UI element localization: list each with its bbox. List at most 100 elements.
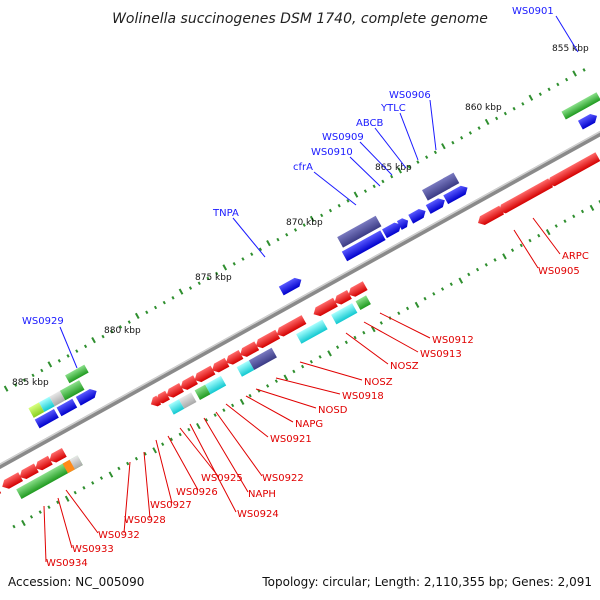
cds-reverse bbox=[478, 205, 505, 225]
cds-reverse bbox=[226, 350, 244, 365]
minor-tick bbox=[432, 292, 436, 296]
minor-tick bbox=[477, 126, 481, 130]
minor-tick bbox=[538, 92, 542, 96]
reverse-leaders bbox=[43, 217, 561, 563]
minor-tick bbox=[460, 136, 464, 140]
backbone-group bbox=[0, 113, 600, 487]
gene-label: cfrA bbox=[293, 162, 313, 173]
cds-reverse bbox=[166, 383, 184, 398]
cds-reverse bbox=[205, 375, 227, 395]
gene-label: WS0928 bbox=[124, 515, 166, 526]
cds-reverse bbox=[313, 297, 338, 317]
minor-tick bbox=[309, 359, 313, 364]
cds-forward bbox=[65, 364, 89, 384]
minor-tick bbox=[512, 106, 516, 111]
minor-tick bbox=[572, 214, 576, 219]
cds-forward bbox=[408, 209, 426, 224]
gene-label: WS0906 bbox=[389, 90, 431, 101]
cds-forward bbox=[28, 402, 45, 418]
minor-tick bbox=[127, 320, 131, 324]
kbp-labels: 855 kbp 860 kbp 865 kbp 870 kbp 875 kbp … bbox=[12, 44, 589, 388]
forward-gene-labels: WS0901 WS0906 YTLC ABCB WS0909 WS0910 cf… bbox=[22, 6, 554, 327]
cds-reverse bbox=[499, 178, 554, 214]
major-tick bbox=[47, 361, 53, 368]
major-tick bbox=[222, 264, 228, 271]
cds-reverse bbox=[150, 395, 162, 407]
cds-forward bbox=[442, 172, 460, 189]
major-tick bbox=[91, 337, 96, 344]
minor-tick bbox=[82, 485, 86, 490]
gene-label: WS0909 bbox=[322, 132, 364, 143]
minor-tick bbox=[528, 238, 532, 243]
cds-reverse bbox=[194, 384, 211, 401]
minor-tick bbox=[493, 258, 497, 262]
minor-tick bbox=[363, 189, 368, 193]
minor-tick bbox=[13, 383, 18, 387]
minor-tick bbox=[171, 295, 175, 300]
minor-tick bbox=[510, 248, 515, 253]
minor-tick bbox=[213, 413, 217, 417]
cds-forward bbox=[422, 177, 451, 201]
minor-tick bbox=[276, 237, 280, 242]
gene-label: WS0922 bbox=[262, 473, 304, 484]
gene-label: WS0925 bbox=[201, 473, 243, 484]
gene-label: WS0924 bbox=[237, 509, 279, 520]
gene-label: NOSD bbox=[318, 405, 348, 416]
gene-label: NAPG bbox=[295, 419, 323, 430]
gene-label: NOSZ bbox=[364, 377, 393, 388]
kbp-label: 865 kbp bbox=[375, 163, 412, 173]
minor-tick bbox=[232, 262, 236, 266]
minor-tick bbox=[416, 160, 420, 164]
cds-reverse bbox=[62, 459, 75, 474]
gene-label: WS0905 bbox=[538, 266, 580, 277]
major-tick bbox=[370, 326, 376, 333]
genome-backbone bbox=[0, 113, 600, 487]
minor-tick bbox=[320, 213, 324, 218]
gene-label: YTLC bbox=[380, 103, 406, 114]
minor-tick bbox=[206, 276, 210, 281]
cds-forward bbox=[34, 408, 59, 429]
minor-tick bbox=[29, 515, 34, 519]
minor-tick bbox=[38, 510, 42, 514]
forward-leaders bbox=[59, 15, 579, 369]
minor-tick bbox=[66, 354, 70, 358]
major-tick bbox=[178, 288, 184, 295]
major-tick bbox=[309, 215, 315, 223]
minor-tick bbox=[440, 287, 445, 291]
minor-tick bbox=[56, 500, 60, 505]
cds-forward bbox=[341, 230, 386, 262]
topology-text: Topology: circular; Length: 2,110,355 bp… bbox=[261, 575, 592, 589]
cds-forward bbox=[425, 198, 445, 214]
cds-reverse bbox=[276, 315, 307, 337]
minor-tick bbox=[547, 87, 551, 92]
kbp-label: 880 kbp bbox=[104, 326, 141, 336]
cds-forward bbox=[382, 222, 402, 239]
reverse-gene-labels: ARPC WS0905 WS0912 WS0913 NOSZ NOSZ WS09… bbox=[46, 251, 589, 569]
minor-tick bbox=[582, 68, 586, 72]
minor-tick bbox=[99, 476, 104, 480]
cds-reverse bbox=[19, 463, 39, 480]
minor-tick bbox=[258, 247, 263, 252]
major-tick bbox=[64, 495, 70, 502]
cds-reverse bbox=[156, 390, 170, 404]
minor-tick bbox=[495, 116, 499, 121]
minor-tick bbox=[563, 219, 567, 223]
minor-tick bbox=[346, 199, 350, 203]
cds-reverse bbox=[212, 357, 230, 373]
gene-label: NAPH bbox=[248, 489, 276, 500]
minor-tick bbox=[467, 272, 471, 277]
minor-tick bbox=[248, 393, 252, 398]
minor-tick bbox=[381, 179, 385, 184]
cds-forward bbox=[396, 218, 409, 230]
major-tick bbox=[528, 94, 534, 101]
major-tick bbox=[134, 312, 140, 319]
cds-reverse bbox=[331, 303, 358, 325]
major-tick bbox=[397, 167, 403, 174]
kbp-label: 885 kbp bbox=[12, 378, 49, 388]
cds-forward bbox=[59, 380, 85, 401]
minor-tick bbox=[556, 82, 560, 87]
minor-tick bbox=[407, 165, 411, 169]
gene-label: WS0932 bbox=[98, 530, 140, 541]
features-group bbox=[0, 68, 600, 529]
